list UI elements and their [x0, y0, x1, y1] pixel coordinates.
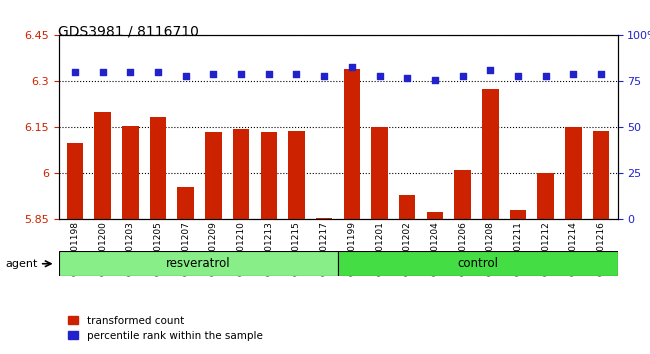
Point	[291, 71, 302, 77]
Point	[568, 71, 578, 77]
Text: agent: agent	[6, 259, 38, 269]
Bar	[426, 212, 443, 354]
Point	[208, 71, 218, 77]
Point	[513, 73, 523, 79]
Bar	[261, 132, 277, 354]
Text: GDS3981 / 8116710: GDS3981 / 8116710	[58, 25, 200, 39]
Bar	[344, 69, 360, 354]
Point	[319, 73, 330, 79]
FancyBboxPatch shape	[338, 251, 618, 276]
Bar	[122, 126, 138, 354]
Bar	[538, 173, 554, 354]
Point	[430, 77, 440, 82]
Bar	[510, 210, 526, 354]
Bar	[288, 131, 305, 354]
Bar	[371, 127, 388, 354]
Point	[236, 71, 246, 77]
Bar	[316, 218, 332, 354]
Bar	[67, 143, 83, 354]
Bar	[205, 132, 222, 354]
Point	[153, 69, 163, 75]
Bar	[565, 127, 582, 354]
Point	[346, 64, 357, 69]
Point	[374, 73, 385, 79]
Point	[98, 69, 108, 75]
FancyBboxPatch shape	[58, 251, 338, 276]
Bar	[233, 129, 250, 354]
Bar	[94, 112, 111, 354]
Point	[181, 73, 191, 79]
Point	[264, 71, 274, 77]
Point	[540, 73, 551, 79]
Point	[595, 71, 606, 77]
Text: control: control	[457, 257, 499, 270]
Text: resveratrol: resveratrol	[166, 257, 231, 270]
Point	[70, 69, 81, 75]
Bar	[593, 131, 609, 354]
Point	[402, 75, 412, 81]
Bar	[454, 170, 471, 354]
Point	[485, 68, 495, 73]
Point	[125, 69, 136, 75]
Legend: transformed count, percentile rank within the sample: transformed count, percentile rank withi…	[64, 312, 266, 345]
Bar	[482, 89, 499, 354]
Bar	[177, 187, 194, 354]
Point	[458, 73, 468, 79]
Bar	[150, 117, 166, 354]
Bar	[399, 195, 415, 354]
